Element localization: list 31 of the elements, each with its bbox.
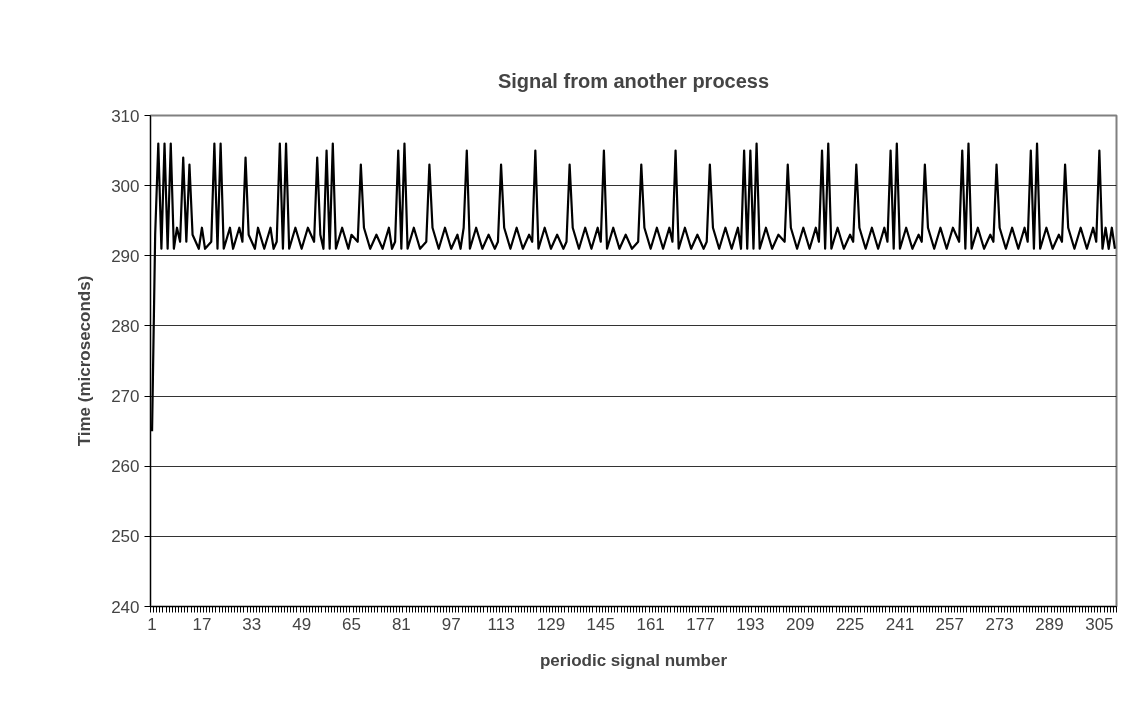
x-tick-label: 257 xyxy=(935,614,964,634)
x-tick-label: 49 xyxy=(292,614,312,634)
y-tick-label: 300 xyxy=(111,176,140,196)
x-tick-label: 209 xyxy=(786,614,815,634)
x-axis-title: periodic signal number xyxy=(539,650,728,670)
x-tick-label: 97 xyxy=(441,614,461,634)
x-tick-label: 145 xyxy=(586,614,615,634)
x-tick-label: 81 xyxy=(391,614,411,634)
x-tick-label: 113 xyxy=(487,614,515,634)
x-tick-label: 289 xyxy=(1035,614,1064,634)
x-tick-label: 241 xyxy=(885,614,915,634)
x-tick-label: 225 xyxy=(835,614,865,634)
y-tick-label: 270 xyxy=(111,387,140,407)
y-tick-label: 280 xyxy=(111,316,140,336)
x-tick-label: 33 xyxy=(242,614,262,634)
y-tick-label: 250 xyxy=(111,527,140,547)
y-tick-label: 240 xyxy=(111,597,140,617)
x-tick-label: 65 xyxy=(342,614,361,634)
chart-title: Signal from another process xyxy=(497,69,770,92)
y-tick-label: 310 xyxy=(111,106,140,126)
x-tick-label: 161 xyxy=(636,614,665,634)
x-tick-label: 1 xyxy=(147,614,157,634)
x-tick-label: 129 xyxy=(536,614,566,634)
x-tick-label: 273 xyxy=(985,614,1014,634)
y-axis-title: Time (microseconds) xyxy=(75,275,95,447)
x-tick-label: 193 xyxy=(736,614,765,634)
x-tick-label: 17 xyxy=(192,614,212,634)
y-tick-label: 260 xyxy=(111,457,140,477)
x-tick-label: 177 xyxy=(686,614,715,634)
y-tick-label: 290 xyxy=(111,246,140,266)
x-tick-label: 305 xyxy=(1085,614,1114,634)
